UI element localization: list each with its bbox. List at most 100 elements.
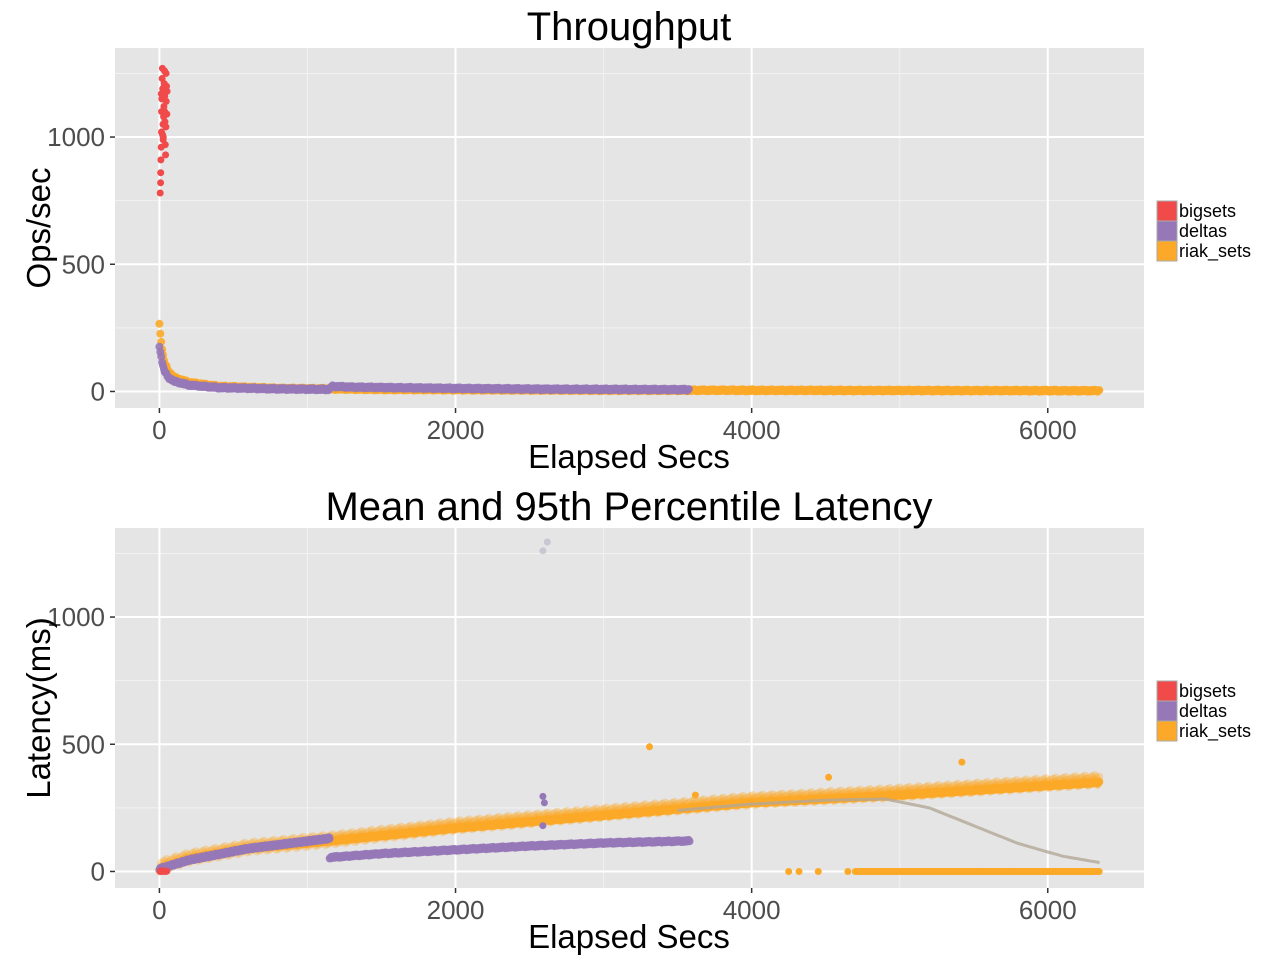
data-point bbox=[807, 788, 816, 797]
y-tick-label: 0 bbox=[91, 376, 105, 406]
data-point bbox=[539, 547, 547, 555]
data-point bbox=[162, 151, 170, 159]
x-tick-label: 4000 bbox=[723, 415, 781, 445]
data-point bbox=[163, 87, 171, 95]
legend-key-deltas bbox=[1156, 700, 1178, 722]
data-point bbox=[572, 806, 581, 815]
data-point bbox=[533, 809, 542, 818]
data-point bbox=[161, 141, 169, 149]
data-point bbox=[758, 790, 767, 799]
data-point bbox=[621, 802, 630, 810]
data-point bbox=[325, 834, 334, 843]
data-point bbox=[827, 787, 835, 795]
data-point bbox=[817, 787, 826, 796]
data-point bbox=[1095, 386, 1104, 395]
legend-label-bigsets: bigsets bbox=[1179, 201, 1236, 221]
data-point bbox=[161, 108, 169, 116]
x-axis-title: Elapsed Secs bbox=[528, 438, 730, 475]
data-point bbox=[543, 808, 552, 817]
data-point bbox=[157, 90, 165, 98]
data-point bbox=[993, 777, 1002, 786]
y-tick-label: 500 bbox=[62, 249, 105, 279]
data-point bbox=[973, 778, 982, 787]
data-point bbox=[162, 69, 170, 77]
data-point bbox=[465, 815, 474, 824]
data-point bbox=[739, 791, 748, 800]
data-point bbox=[684, 385, 693, 394]
data-point bbox=[426, 819, 435, 828]
data-marks bbox=[155, 538, 1104, 876]
legend-label-bigsets: bigsets bbox=[1179, 681, 1236, 701]
data-point bbox=[514, 811, 523, 820]
data-point bbox=[1071, 772, 1080, 781]
data-point bbox=[748, 791, 757, 800]
x-tick-label: 2000 bbox=[427, 895, 485, 925]
data-point bbox=[156, 189, 164, 197]
data-point bbox=[155, 319, 164, 328]
legend-label-deltas: deltas bbox=[1179, 221, 1227, 241]
data-point bbox=[685, 837, 694, 846]
y-axis-title: Ops/sec bbox=[20, 167, 57, 288]
data-point bbox=[416, 820, 425, 829]
data-point bbox=[875, 784, 884, 793]
data-point bbox=[729, 792, 738, 801]
data-point bbox=[485, 813, 493, 822]
data-point bbox=[1061, 773, 1070, 781]
data-point bbox=[785, 867, 793, 875]
data-point bbox=[163, 82, 170, 90]
data-point bbox=[348, 828, 357, 837]
data-point bbox=[1042, 774, 1050, 783]
chart-title: Throughput bbox=[527, 5, 732, 49]
data-point bbox=[905, 782, 914, 791]
data-point bbox=[787, 789, 796, 798]
data-point bbox=[1002, 776, 1011, 785]
data-point bbox=[612, 802, 620, 811]
data-point bbox=[934, 781, 943, 789]
data-point bbox=[367, 825, 376, 834]
data-point bbox=[540, 799, 548, 807]
legend-key-deltas bbox=[1156, 220, 1178, 242]
data-point bbox=[700, 795, 708, 804]
data-point bbox=[844, 867, 852, 875]
data-point bbox=[162, 855, 171, 864]
y-tick-label: 0 bbox=[91, 856, 105, 886]
data-point bbox=[157, 179, 165, 187]
data-point bbox=[397, 822, 405, 831]
legend-label-deltas: deltas bbox=[1179, 701, 1227, 721]
data-point bbox=[582, 805, 591, 814]
x-tick-label: 4000 bbox=[723, 895, 781, 925]
data-point bbox=[631, 801, 640, 810]
data-point bbox=[539, 792, 547, 800]
x-axis-title: Elapsed Secs bbox=[528, 918, 730, 955]
data-point bbox=[163, 867, 171, 875]
data-point bbox=[1022, 775, 1031, 784]
y-tick-label: 1000 bbox=[47, 122, 105, 152]
data-point bbox=[719, 793, 728, 802]
data-point bbox=[1090, 771, 1099, 780]
x-tick-label: 0 bbox=[152, 415, 166, 445]
data-point bbox=[563, 807, 572, 815]
data-point bbox=[825, 773, 833, 781]
x-tick-label: 6000 bbox=[1019, 415, 1077, 445]
data-point bbox=[691, 791, 699, 799]
y-tick-label: 1000 bbox=[47, 602, 105, 632]
x-tick-label: 6000 bbox=[1019, 895, 1077, 925]
chart-title: Mean and 95th Percentile Latency bbox=[325, 485, 932, 529]
data-point bbox=[592, 804, 601, 813]
smooth-line bbox=[677, 797, 1100, 865]
data-point bbox=[504, 812, 513, 820]
legend-key-bigsets bbox=[1156, 680, 1178, 702]
data-point bbox=[445, 817, 454, 826]
data-point bbox=[1081, 771, 1090, 780]
data-point bbox=[1095, 777, 1104, 786]
data-point bbox=[846, 786, 855, 794]
data-point bbox=[866, 785, 875, 793]
legend-key-bigsets bbox=[1156, 200, 1178, 222]
data-point bbox=[377, 824, 386, 833]
